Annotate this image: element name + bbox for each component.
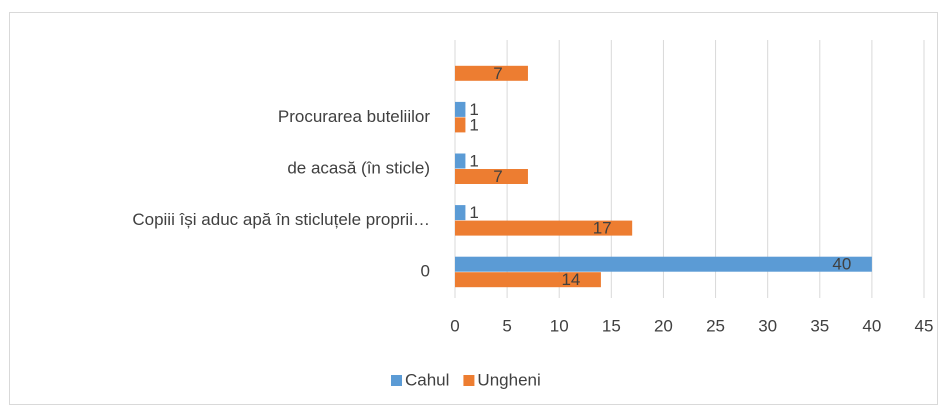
legend-swatch [391,375,402,386]
x-tick-label: 35 [810,316,829,335]
bar [455,65,528,81]
bar [455,220,633,236]
y-tick-label: Procurarea buteliilor [278,107,430,126]
y-tick-label: 0 [421,262,430,281]
bar [455,101,466,117]
x-tick-label: 45 [915,316,934,335]
data-label: 14 [561,270,580,289]
data-label: 1 [469,203,478,222]
bar [455,169,528,184]
bar [455,205,466,221]
y-tick-label: Copiii își aduc apă în sticluțele propri… [132,210,430,229]
x-tick-label: 20 [654,316,673,335]
data-label: 17 [593,219,612,238]
data-label: 1 [469,100,478,119]
x-tick-label: 15 [602,316,621,335]
data-label: 7 [493,167,502,186]
data-label: 7 [493,64,502,83]
bar [455,117,466,133]
bar [455,153,466,169]
legend-label: Ungheni [477,370,540,389]
data-label: 1 [469,151,478,170]
x-tick-label: 5 [502,316,511,335]
legend-swatch [463,375,475,386]
bar [455,272,601,288]
y-tick-label: de acasă (în sticle) [287,158,430,177]
x-tick-label: 40 [862,316,881,335]
data-label: 40 [832,255,851,274]
x-tick-label: 0 [450,316,459,335]
legend-label: Cahul [405,370,449,389]
x-tick-label: 10 [550,316,569,335]
data-label: 1 [469,115,478,134]
x-tick-label: 25 [706,316,725,335]
bar [455,256,872,272]
x-tick-label: 30 [758,316,777,335]
